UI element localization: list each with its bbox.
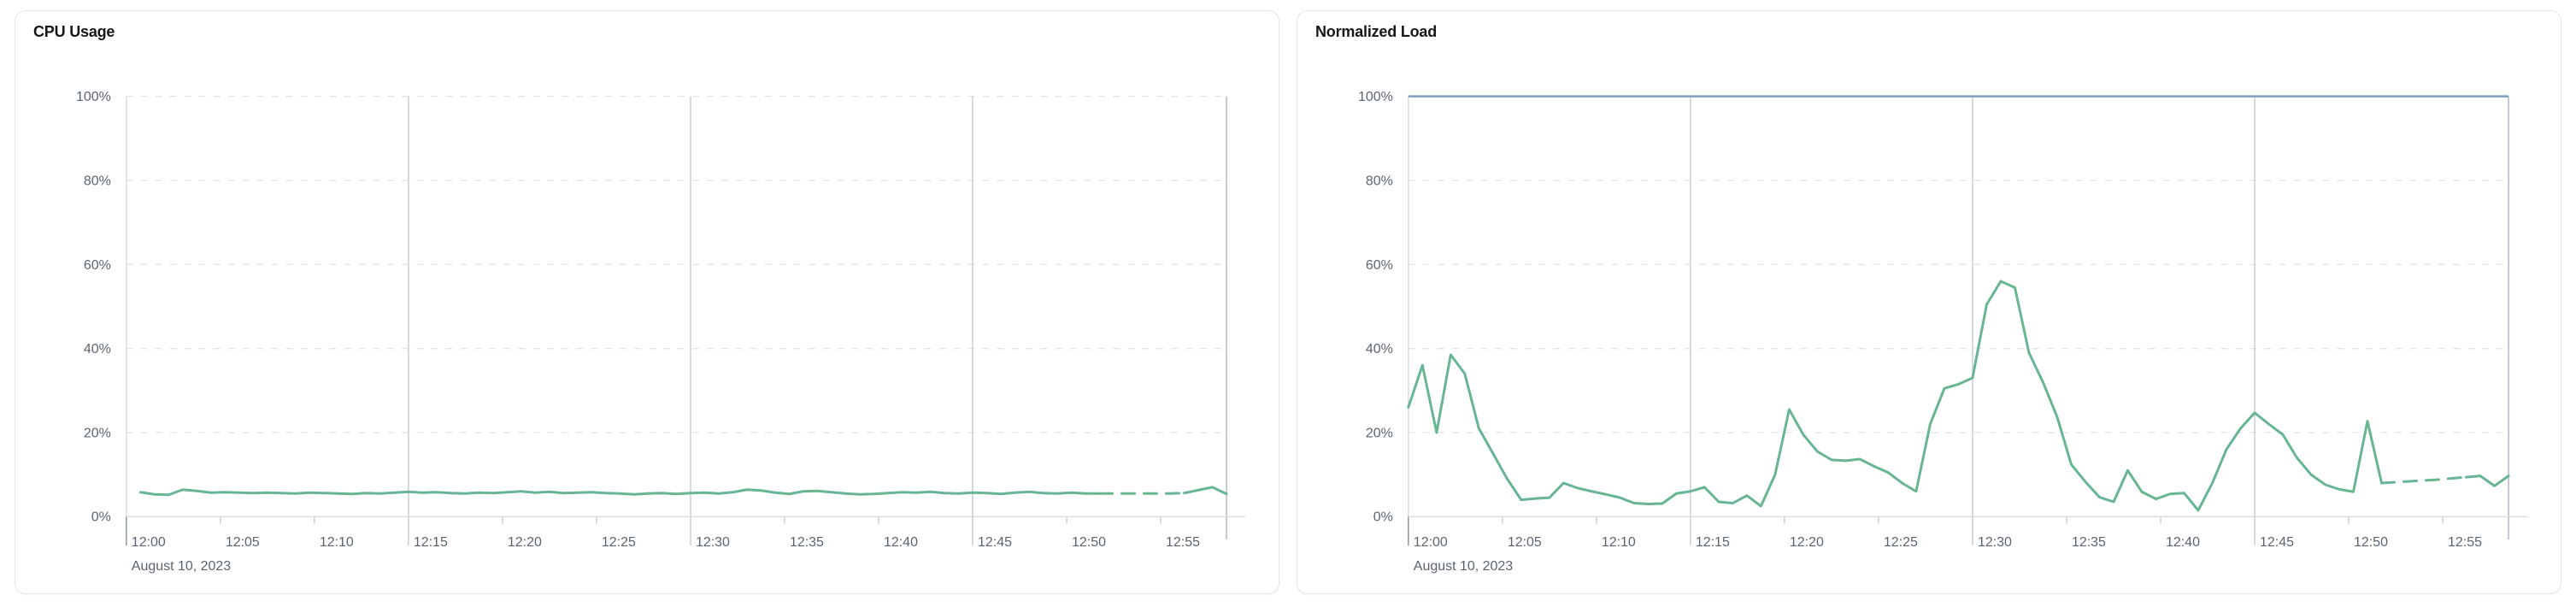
x-tick-label: 12:30 — [696, 535, 730, 550]
chart-panel-cpu-usage: CPU Usage 0% 20% 40% 60% 80% 100% 12:00 12:05 12… — [15, 10, 1279, 594]
x-tick-label: 12:40 — [884, 535, 918, 550]
y-tick-label: 40% — [84, 342, 111, 357]
x-tick-label: 12:55 — [1166, 535, 1200, 550]
x-axis-date-label: August 10, 2023 — [132, 559, 231, 574]
x-tick-label: 12:25 — [602, 535, 636, 550]
x-tick-label: 12:05 — [1508, 535, 1542, 550]
x-tick-label: 12:10 — [1602, 535, 1636, 550]
normalized-load-chart: 0% 20% 40% 60% 80% 100% 12:00 12:05 12:10 12:15 12… — [1358, 90, 2528, 574]
x-tick-label: 12:05 — [226, 535, 260, 550]
cpu-usage-chart: 0% 20% 40% 60% 80% 100% 12:00 12:05 12:10 12:15 12… — [76, 90, 1246, 574]
cpu-usage-line — [138, 488, 1102, 497]
y-tick-label: 100% — [1358, 90, 1393, 104]
y-tick-label: 100% — [76, 90, 111, 104]
x-tick-label: 12:55 — [2448, 535, 2482, 550]
x-tick-label: 12:15 — [1696, 535, 1730, 550]
y-tick-label: 80% — [84, 174, 111, 189]
x-tick-label: 12:10 — [320, 535, 354, 550]
y-tick-label: 40% — [1366, 342, 1393, 357]
y-tick-label: 20% — [1366, 426, 1393, 440]
x-tick-label: 12:00 — [1414, 535, 1448, 550]
x-tick-label: 12:00 — [132, 535, 166, 550]
y-tick-label: 0% — [1373, 510, 1393, 525]
y-tick-label: 20% — [84, 426, 111, 440]
y-tick-label: 60% — [1366, 258, 1393, 273]
chart-title-cpu-usage: CPU Usage — [33, 23, 115, 40]
y-tick-label: 0% — [91, 510, 111, 525]
x-tick-label: 12:45 — [2260, 535, 2294, 550]
x-tick-label: 12:25 — [1884, 535, 1918, 550]
x-tick-label: 12:45 — [978, 535, 1012, 550]
x-axis-date-label: August 10, 2023 — [1414, 559, 1513, 574]
y-tick-label: 60% — [84, 258, 111, 273]
y-tick-label: 80% — [1366, 174, 1393, 189]
x-tick-label: 12:20 — [1790, 535, 1824, 550]
x-tick-label: 12:50 — [2354, 535, 2388, 550]
normalized-load-line — [2465, 474, 2510, 487]
x-tick-label: 12:35 — [790, 535, 824, 550]
cpu-usage-line — [1183, 486, 1228, 496]
chart-panel-normalized-load: Normalized Load 0% 20% 40% 60% 80% 100% 12:00 1… — [1297, 10, 2561, 594]
x-tick-label: 12:35 — [2072, 535, 2106, 550]
chart-title-normalized-load: Normalized Load — [1315, 23, 1438, 40]
x-tick-label: 12:15 — [414, 535, 448, 550]
normalized-load-line-projected — [2380, 475, 2468, 485]
x-tick-label: 12:20 — [508, 535, 542, 550]
normalized-load-line — [1407, 280, 2384, 512]
x-tick-label: 12:50 — [1072, 535, 1106, 550]
x-tick-label: 12:40 — [2166, 535, 2200, 550]
x-tick-label: 12:30 — [1978, 535, 2012, 550]
